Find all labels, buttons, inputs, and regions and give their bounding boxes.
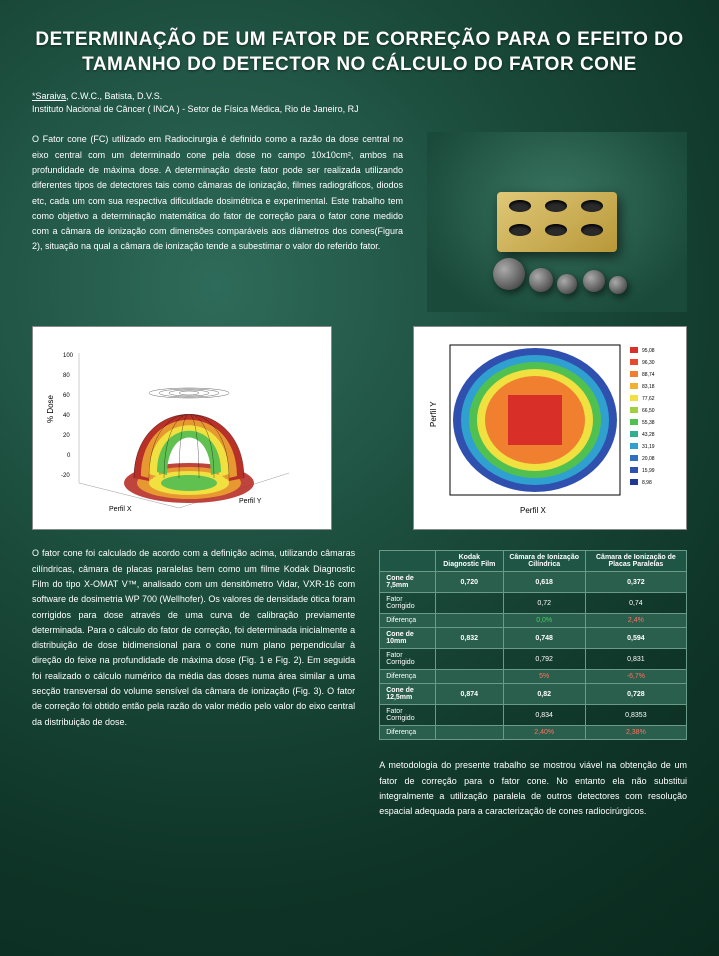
- th-film: Kodak Diagnostic Film: [435, 551, 503, 572]
- th-pp: Câmara de Ionização de Placas Paralelas: [585, 551, 686, 572]
- fc-label: Fator Corrigido: [380, 705, 436, 726]
- svg-text:80: 80: [63, 373, 70, 379]
- cone-label: Cone de 7,5mm: [380, 572, 436, 593]
- poster-title: DETERMINAÇÃO DE UM FATOR DE CORREÇÃO PAR…: [32, 28, 687, 77]
- figure-2d-contour: Perfil X Perfil Y 95,08 96,30 88,74 83,1…: [413, 326, 687, 530]
- lead-author: *Saraiva: [32, 91, 66, 101]
- methods-text: O fator cone foi calculado de acordo com…: [32, 546, 355, 730]
- results-table: Kodak Diagnostic Film Câmara de Ionizaçã…: [379, 550, 687, 740]
- th-blank: [380, 551, 436, 572]
- conclusion-text: A metodologia do presente trabalho se mo…: [379, 758, 687, 819]
- svg-text:96,30: 96,30: [642, 360, 655, 366]
- svg-text:55,38: 55,38: [642, 420, 655, 426]
- svg-text:100: 100: [63, 353, 74, 359]
- svg-text:-20: -20: [61, 473, 70, 479]
- axis-x2-label: Perfil Y: [239, 498, 262, 505]
- svg-text:60: 60: [63, 393, 70, 399]
- axis-x1-label: Perfil X: [109, 506, 132, 513]
- svg-text:20: 20: [63, 433, 70, 439]
- svg-text:43,28: 43,28: [642, 432, 655, 438]
- svg-text:20,08: 20,08: [642, 456, 655, 462]
- abstract-text: O Fator cone (FC) utilizado em Radiociru…: [32, 132, 403, 254]
- dif-label: Diferença: [380, 670, 436, 684]
- authors-line: *Saraiva, C.W.C., Batista, D.V.S.: [32, 91, 687, 101]
- figure-3d-profile: % Dose Perfil X Perfil Y 1008060 40200-2…: [32, 326, 332, 530]
- svg-text:77,62: 77,62: [642, 396, 655, 402]
- svg-text:15,99: 15,99: [642, 468, 655, 474]
- cone-label: Cone de 10mm: [380, 628, 436, 649]
- institution-line: Instituto Nacional de Câncer ( INCA ) - …: [32, 104, 687, 114]
- axis-x-label: Perfil X: [520, 506, 546, 515]
- svg-text:66,50: 66,50: [642, 408, 655, 414]
- svg-text:95,08: 95,08: [642, 348, 655, 354]
- axis-y-label: Perfil Y: [429, 401, 438, 427]
- fc-label: Fator Corrigido: [380, 593, 436, 614]
- svg-text:31,19: 31,19: [642, 444, 655, 450]
- svg-text:88,74: 88,74: [642, 372, 655, 378]
- svg-text:83,18: 83,18: [642, 384, 655, 390]
- co-authors: , C.W.C., Batista, D.V.S.: [66, 91, 162, 101]
- cone-label: Cone de 12,5mm: [380, 684, 436, 705]
- fc-label: Fator Corrigido: [380, 649, 436, 670]
- device-photo: [427, 132, 687, 312]
- svg-text:40: 40: [63, 413, 70, 419]
- axis-y-label: % Dose: [46, 395, 55, 424]
- th-cil: Câmara de Ionização Cilíndrica: [503, 551, 585, 572]
- dif-label: Diferença: [380, 726, 436, 740]
- svg-text:8,98: 8,98: [642, 480, 652, 486]
- dif-label: Diferença: [380, 614, 436, 628]
